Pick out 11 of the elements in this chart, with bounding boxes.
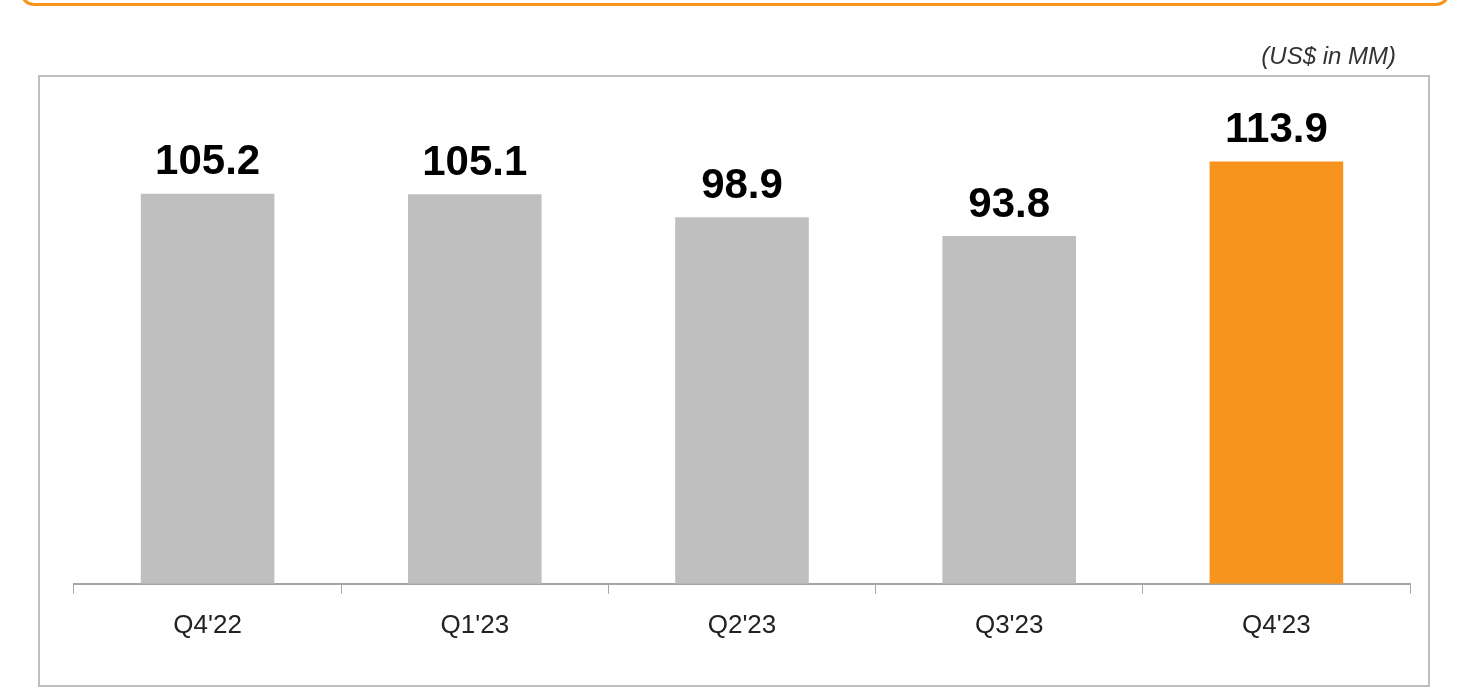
data-label: 98.9	[701, 159, 783, 207]
x-tick-label: Q3'23	[974, 608, 1044, 639]
text: (US$ in MM)	[1261, 42, 1396, 70]
data-label: 113.9	[1225, 104, 1328, 152]
data-label: 93.8	[968, 178, 1051, 226]
x-tick-label: Q1'23	[440, 608, 510, 639]
x-tick-label: Q2'23	[707, 608, 777, 639]
x-tick-label: Q4'23	[1242, 608, 1311, 639]
data-label: 105.1	[422, 136, 528, 184]
data-label: 105.2	[155, 136, 261, 184]
x-tick-label: Q4'22	[173, 608, 242, 639]
